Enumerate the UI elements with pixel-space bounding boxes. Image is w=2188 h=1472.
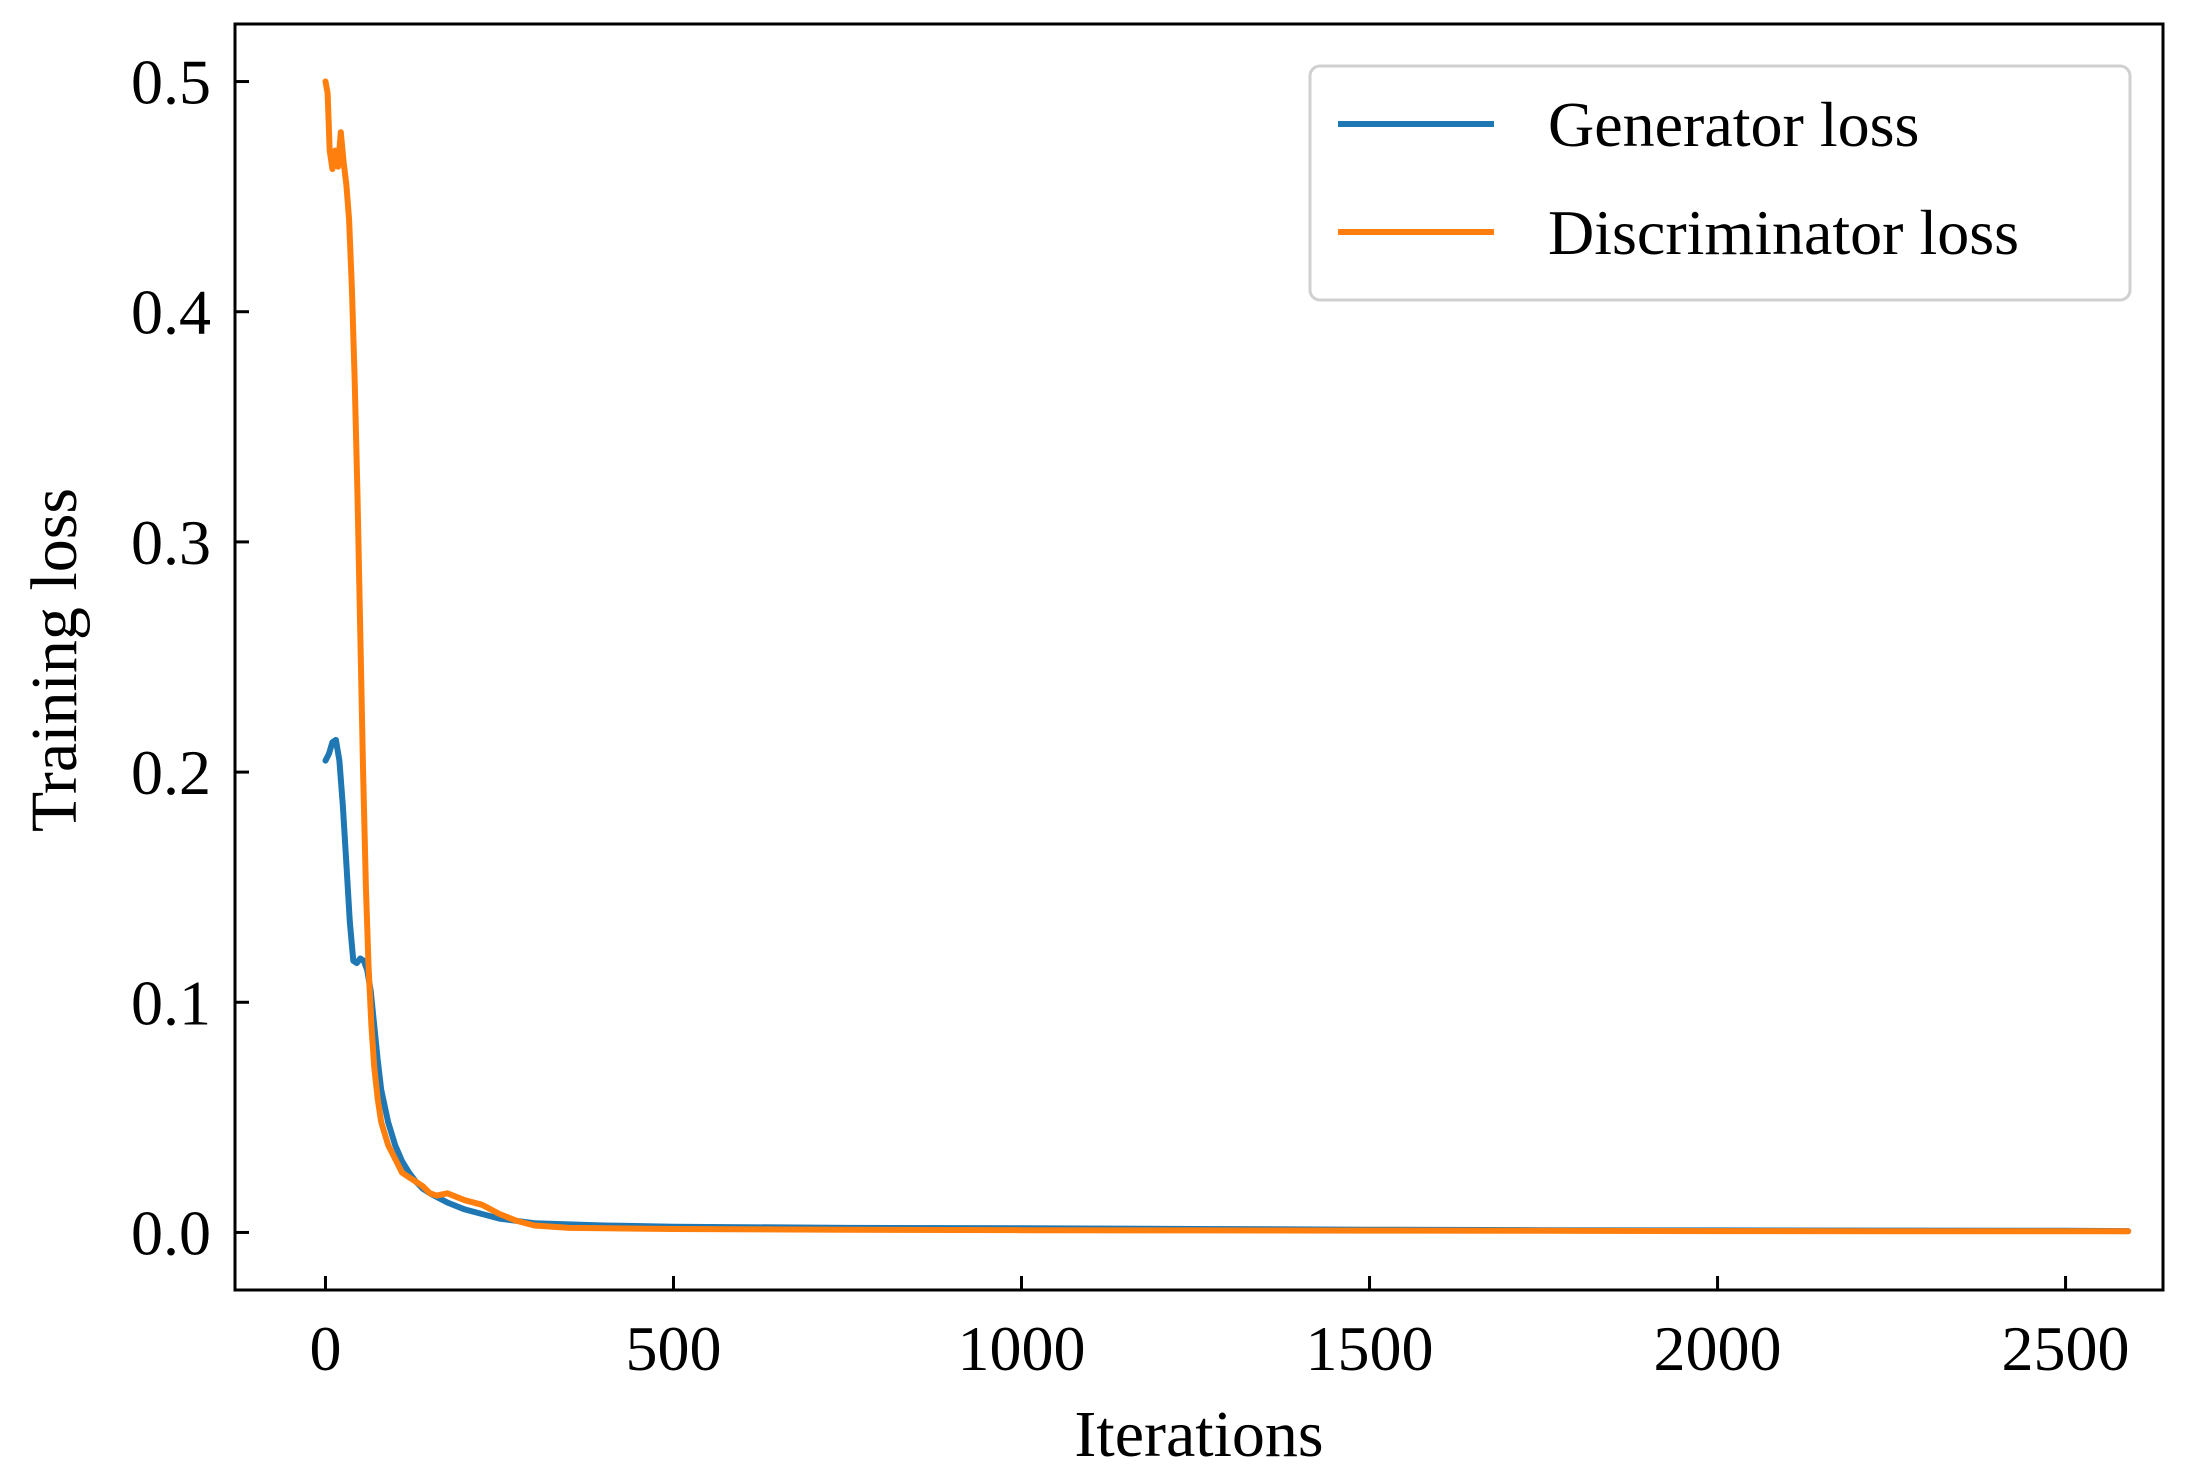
ticks-layer: 0 500 1000 1500 2000 2500 0.0 0.1 0.2 0.3 0.4 0.5 <box>131 47 2130 1384</box>
y-tick-label-0.3: 0.3 <box>131 507 211 578</box>
y-tick-label-0.5: 0.5 <box>131 47 211 118</box>
y-axis-label: Training loss <box>18 488 91 832</box>
series-layer <box>322 78 2132 1235</box>
legend-label-discriminator: Discriminator loss <box>1548 197 2019 268</box>
y-tick-label-0.1: 0.1 <box>131 967 211 1038</box>
y-tick-label-0.2: 0.2 <box>131 737 211 808</box>
x-tick-label-500: 500 <box>625 1313 721 1384</box>
x-axis-label: Iterations <box>1074 1398 1323 1471</box>
y-tick-label-0.4: 0.4 <box>131 277 211 348</box>
legend: Generator loss Discriminator loss <box>1308 64 2132 302</box>
x-tick-label-2500: 2500 <box>2002 1313 2130 1384</box>
x-tick-label-2000: 2000 <box>1654 1313 1782 1384</box>
legend-label-generator: Generator loss <box>1548 89 1919 160</box>
legend-box <box>1308 64 2132 302</box>
axes-frame <box>233 22 2165 1292</box>
x-tick-label-1000: 1000 <box>958 1313 1086 1384</box>
y-tick-label-0.0: 0.0 <box>131 1197 211 1268</box>
x-tick-label-1500: 1500 <box>1306 1313 1434 1384</box>
x-tick-label-0: 0 <box>309 1313 341 1384</box>
discriminator-loss-line <box>322 78 2132 1235</box>
